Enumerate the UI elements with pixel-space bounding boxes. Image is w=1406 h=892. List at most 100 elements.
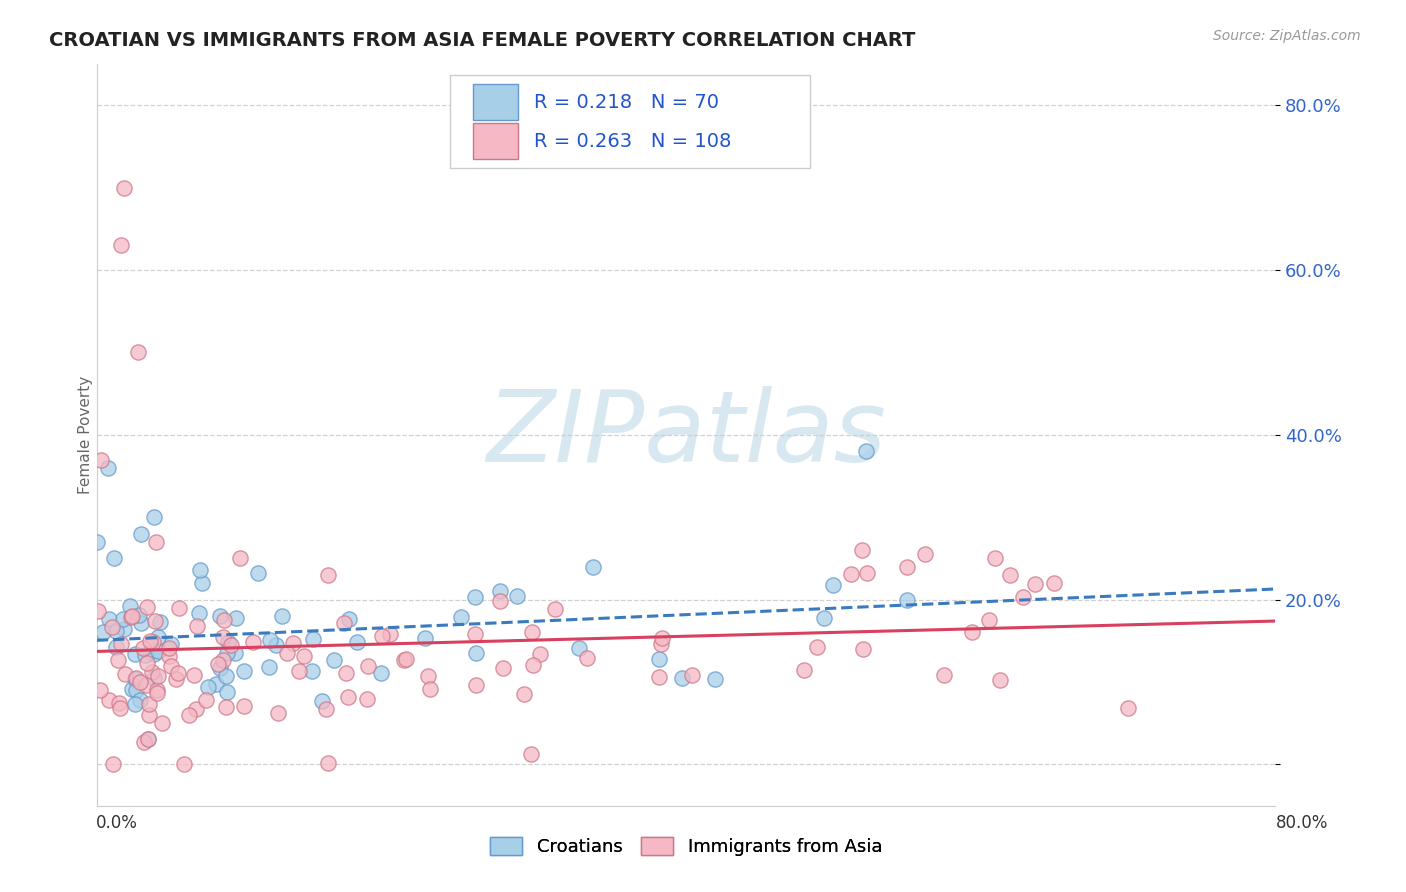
Point [125,671,148,685]
Point [648,652,671,666]
Point [242,635,264,649]
Point [506,589,529,603]
Point [121,608,143,623]
Point [142,634,165,648]
Point [97,693,120,707]
Point [465,678,488,692]
Point [219,638,242,652]
Point [104,640,127,654]
Point [142,671,165,685]
Point [142,647,165,661]
Point [110,701,132,715]
Point [121,682,143,697]
Point [529,647,551,661]
Point [806,640,828,655]
Point [851,543,873,558]
Point [357,659,380,673]
Point [292,648,315,663]
Point [651,631,673,645]
Point [522,625,544,640]
Point [186,702,208,716]
Point [419,681,441,696]
Point [335,665,357,680]
Point [896,592,918,607]
Point [247,566,270,580]
Point [648,670,671,684]
Point [132,640,155,655]
Point [488,583,510,598]
Point [134,648,156,662]
Point [932,668,955,682]
Point [232,664,254,678]
Point [371,629,394,643]
Point [209,608,232,623]
Point [370,666,392,681]
Y-axis label: Female Poverty: Female Poverty [79,376,93,494]
Point [855,444,877,458]
Point [97,612,120,626]
Text: 0.0%: 0.0% [96,814,138,831]
Point [197,680,219,694]
Point [207,657,229,672]
Point [413,631,436,645]
Text: ZIPatlas: ZIPatlas [486,386,886,483]
Point [211,653,233,667]
Point [136,732,159,747]
Point [215,685,238,699]
Point [124,673,146,687]
Point [146,669,169,683]
Point [704,672,727,686]
Point [356,692,378,706]
Point [204,677,226,691]
Point [217,646,239,660]
Point [124,698,146,712]
Point [288,664,311,678]
Point [127,345,149,359]
Point [513,687,536,701]
Point [257,660,280,674]
Point [159,658,181,673]
Point [489,594,512,608]
Point [813,611,835,625]
Point [135,678,157,692]
Point [90,452,112,467]
Point [160,637,183,651]
Point [793,663,815,677]
Point [105,624,128,638]
Point [138,634,160,648]
Point [209,661,232,675]
Point [311,694,333,708]
Point [823,578,845,592]
Point [855,566,877,581]
Point [839,566,862,581]
Point [110,636,132,650]
Point [146,630,169,644]
Point [129,615,152,630]
Point [191,575,214,590]
Point [276,646,298,660]
Point [101,620,124,634]
Point [167,600,190,615]
Point [91,625,114,640]
Point [107,652,129,666]
FancyBboxPatch shape [450,75,810,168]
Point [394,653,416,667]
Point [136,599,159,614]
Point [103,551,125,566]
Point [681,667,703,681]
Point [984,551,1007,566]
FancyBboxPatch shape [472,84,517,120]
Point [266,638,288,652]
Point [544,601,567,615]
Point [214,613,236,627]
Point [110,238,132,252]
Point [465,646,488,660]
Point [138,708,160,723]
Point [302,632,325,646]
Point [522,657,544,672]
Point [301,665,323,679]
Point [143,614,166,628]
Point [165,672,187,686]
Point [114,666,136,681]
Point [120,609,142,624]
